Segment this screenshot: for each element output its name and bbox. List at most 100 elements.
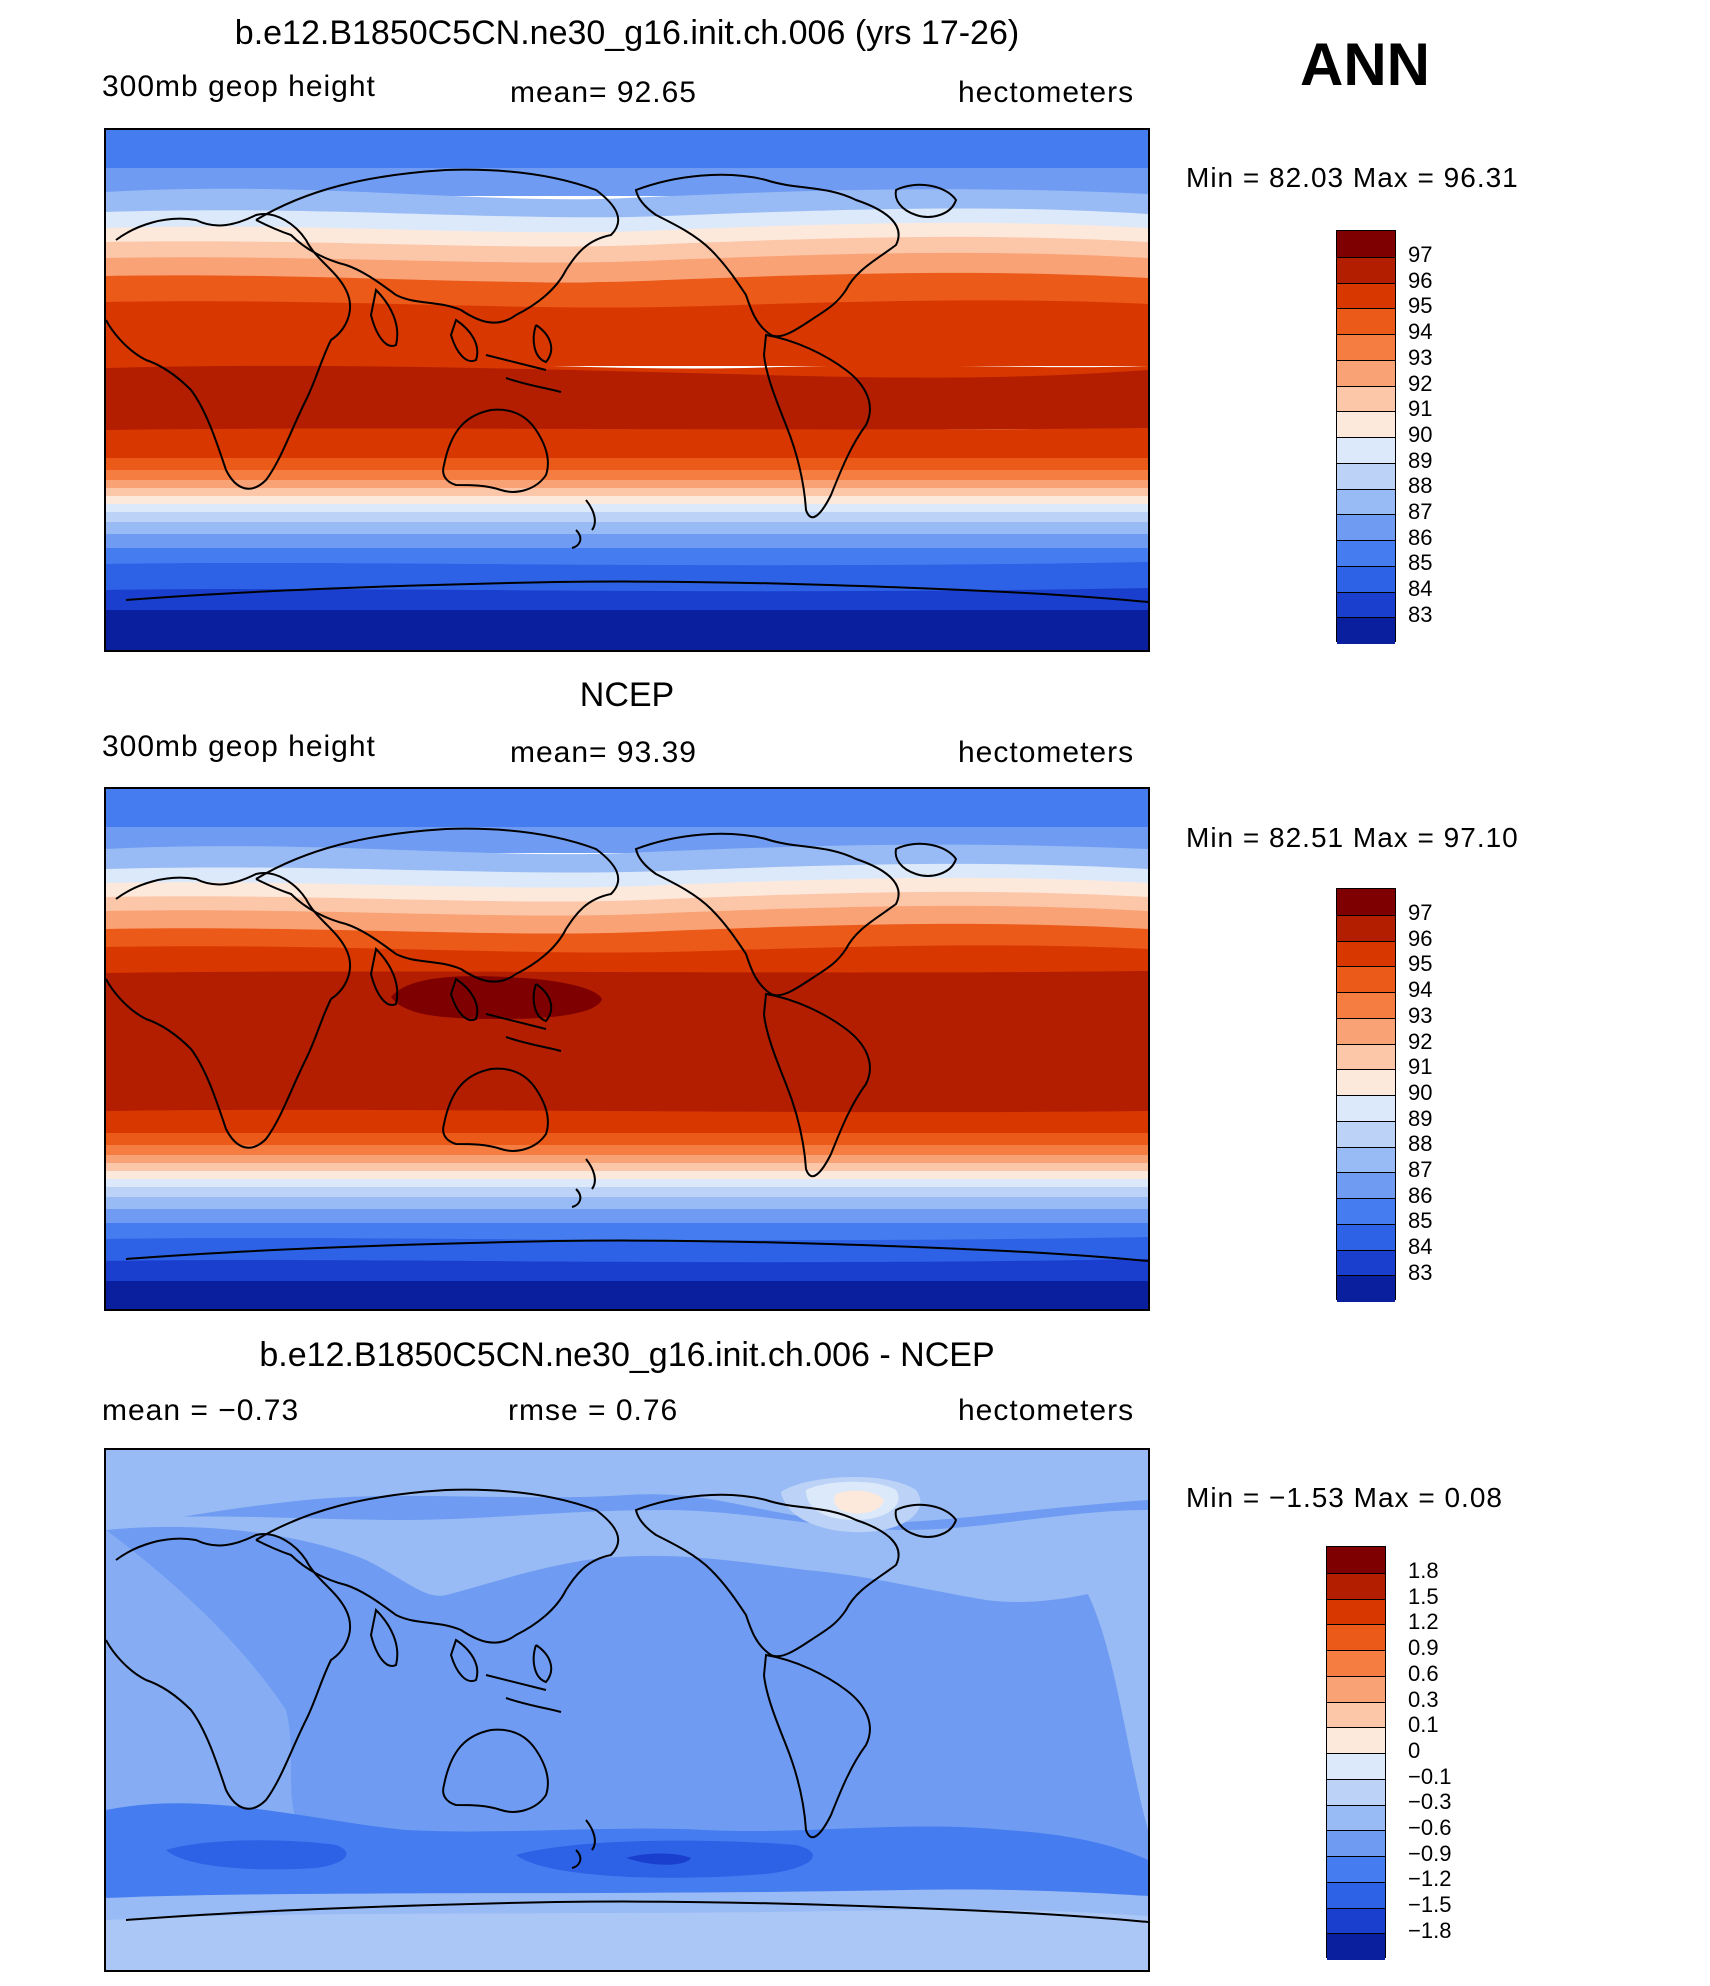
colorbar-tick-label: 83 xyxy=(1408,601,1433,627)
panel-1-mean-label: mean= 92.65 xyxy=(510,76,697,109)
colorbar-swatch xyxy=(1337,1275,1395,1302)
colorbar-swatch xyxy=(1337,1223,1395,1250)
panel-3-map xyxy=(104,1448,1150,1972)
panel-3-units-label: hectometers xyxy=(958,1394,1135,1427)
panel-3-mean-label: mean = −0.73 xyxy=(102,1394,300,1427)
colorbar-swatch xyxy=(1337,1017,1395,1044)
colorbar-swatch xyxy=(1327,1933,1385,1960)
colorbar-swatch xyxy=(1337,359,1395,386)
colorbar-tick-label: 85 xyxy=(1408,1208,1433,1234)
colorbar-tick-label: 1.8 xyxy=(1408,1558,1439,1583)
colorbar-swatch xyxy=(1327,1907,1385,1934)
colorbar-tick-label: 90 xyxy=(1408,1079,1433,1105)
colorbar-swatch xyxy=(1327,1701,1385,1728)
colorbar-swatch xyxy=(1337,914,1395,941)
colorbar-tick-label: −1.2 xyxy=(1408,1866,1452,1892)
colorbar-tick-label: −0.1 xyxy=(1408,1763,1452,1789)
panel-2-title: NCEP xyxy=(579,676,675,714)
panel-2-map-svg xyxy=(106,789,1148,1309)
colorbar-tick-label: 87 xyxy=(1408,1157,1433,1182)
panel-3-rmse-label: rmse = 0.76 xyxy=(508,1394,679,1427)
colorbar-swatch xyxy=(1337,1146,1395,1173)
panel-1-map xyxy=(104,128,1150,652)
colorbar-tick-label: 1.5 xyxy=(1408,1583,1439,1609)
colorbar-tick-label: 89 xyxy=(1408,1105,1433,1131)
colorbar-tick-label: 96 xyxy=(1408,267,1433,293)
colorbar-swatch xyxy=(1327,1547,1385,1574)
panel-2-colorbar-labels: 97 96 95 94 93 92 91 90 89 88 87 86 85 8… xyxy=(1408,902,1468,1286)
colorbar-tick-label: −0.6 xyxy=(1408,1815,1452,1840)
colorbar-swatch xyxy=(1337,437,1395,464)
colorbar-swatch xyxy=(1327,1881,1385,1908)
panel-2-map xyxy=(104,787,1150,1311)
colorbar-swatch xyxy=(1337,1043,1395,1070)
colorbar-tick-label: −0.3 xyxy=(1408,1789,1452,1815)
panel-3-minmax: Min = −1.53 Max = 0.08 xyxy=(1186,1482,1503,1513)
colorbar-tick-label: −1.8 xyxy=(1408,1917,1452,1943)
colorbar-tick-label: 85 xyxy=(1408,550,1433,576)
colorbar-tick-label: 86 xyxy=(1408,524,1433,550)
colorbar-swatch xyxy=(1337,1069,1395,1096)
colorbar-tick-label: 95 xyxy=(1408,293,1433,319)
panel-1-units-label: hectometers xyxy=(958,76,1135,109)
colorbar-tick-label: 87 xyxy=(1408,499,1433,524)
colorbar-swatch xyxy=(1327,1598,1385,1625)
colorbar-tick-label: 0 xyxy=(1408,1737,1421,1763)
panel-1-variable-label: 300mb geop height xyxy=(102,70,376,103)
colorbar-tick-label: 0.6 xyxy=(1408,1660,1439,1686)
colorbar-tick-label: 89 xyxy=(1408,447,1433,473)
colorbar-swatch xyxy=(1337,1249,1395,1276)
colorbar-swatch xyxy=(1337,231,1395,258)
colorbar-tick-label: 88 xyxy=(1408,473,1433,499)
colorbar-tick-label: 0.3 xyxy=(1408,1686,1439,1712)
colorbar-tick-label: 0.1 xyxy=(1408,1712,1439,1738)
season-label: ANN xyxy=(1300,31,1430,98)
panel-2-colorbar-swatches xyxy=(1336,888,1396,1302)
colorbar-tick-label: 93 xyxy=(1408,344,1433,370)
colorbar-tick-label: 95 xyxy=(1408,951,1433,977)
colorbar-tick-label: 1.2 xyxy=(1408,1609,1439,1635)
colorbar-swatch xyxy=(1337,1172,1395,1199)
colorbar-swatch xyxy=(1327,1804,1385,1831)
colorbar-swatch xyxy=(1327,1624,1385,1651)
panel-2-variable-label: 300mb geop height xyxy=(102,730,376,763)
colorbar-swatch xyxy=(1337,488,1395,515)
panel-3-colorbar-labels: 1.8 1.5 1.2 0.9 0.6 0.3 0.1 0 −0.1 −0.3 … xyxy=(1408,1560,1478,1944)
colorbar-tick-label: 94 xyxy=(1408,319,1433,345)
colorbar-tick-label: 83 xyxy=(1408,1259,1433,1285)
colorbar-swatch xyxy=(1337,540,1395,567)
colorbar-tick-label: 92 xyxy=(1408,370,1433,396)
colorbar-swatch xyxy=(1337,308,1395,335)
panel-3-map-svg xyxy=(106,1450,1148,1970)
colorbar-tick-label: 96 xyxy=(1408,925,1433,951)
colorbar-tick-label: 91 xyxy=(1408,1054,1433,1080)
colorbar-swatch xyxy=(1327,1675,1385,1702)
panel-1-minmax: Min = 82.03 Max = 96.31 xyxy=(1186,162,1519,193)
panel-3-colorbar-swatches xyxy=(1326,1546,1386,1960)
colorbar-tick-label: −1.5 xyxy=(1408,1892,1452,1918)
colorbar-swatch xyxy=(1327,1830,1385,1857)
colorbar-swatch xyxy=(1337,992,1395,1019)
colorbar-swatch xyxy=(1327,1778,1385,1805)
panel-2-units-label: hectometers xyxy=(958,736,1135,769)
panel-3-title: b.e12.B1850C5CN.ne30_g16.init.ch.006 - N… xyxy=(259,1336,995,1374)
colorbar-swatch xyxy=(1337,966,1395,993)
colorbar-swatch xyxy=(1337,282,1395,309)
colorbar-tick-label: 88 xyxy=(1408,1131,1433,1157)
colorbar-swatch xyxy=(1337,591,1395,618)
colorbar-swatch xyxy=(1337,617,1395,644)
colorbar-tick-label: 94 xyxy=(1408,977,1433,1003)
panel-3-colorbar xyxy=(1326,1546,1386,1960)
colorbar-tick-label: 86 xyxy=(1408,1182,1433,1208)
colorbar-swatch xyxy=(1337,889,1395,916)
panel-1-colorbar xyxy=(1336,230,1396,644)
colorbar-swatch xyxy=(1337,411,1395,438)
colorbar-swatch xyxy=(1337,1198,1395,1225)
panel-1-map-svg xyxy=(106,130,1148,650)
colorbar-tick-label: 92 xyxy=(1408,1028,1433,1054)
panel-2-minmax: Min = 82.51 Max = 97.10 xyxy=(1186,822,1519,853)
colorbar-swatch xyxy=(1327,1753,1385,1780)
colorbar-tick-label: 84 xyxy=(1408,576,1433,602)
colorbar-swatch xyxy=(1337,1120,1395,1147)
colorbar-swatch xyxy=(1337,462,1395,489)
